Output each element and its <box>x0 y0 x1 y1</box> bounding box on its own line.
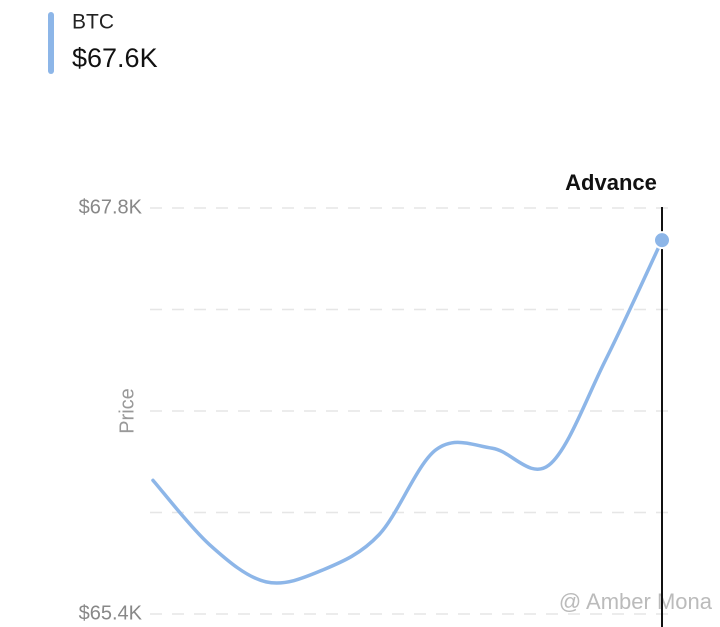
highlight-point <box>653 231 671 250</box>
legend-swatch <box>48 12 54 74</box>
y-tick-label: $67.8K <box>79 196 143 218</box>
y-tick-label: $65.4K <box>79 602 143 624</box>
annotation: Advance <box>565 170 657 195</box>
watermark: @ Amber Mona <box>559 589 713 614</box>
legend-name: BTC <box>72 11 114 34</box>
line <box>151 238 664 585</box>
y-axis-label: Price <box>116 388 138 434</box>
legend-value: $67.6K <box>72 43 158 73</box>
